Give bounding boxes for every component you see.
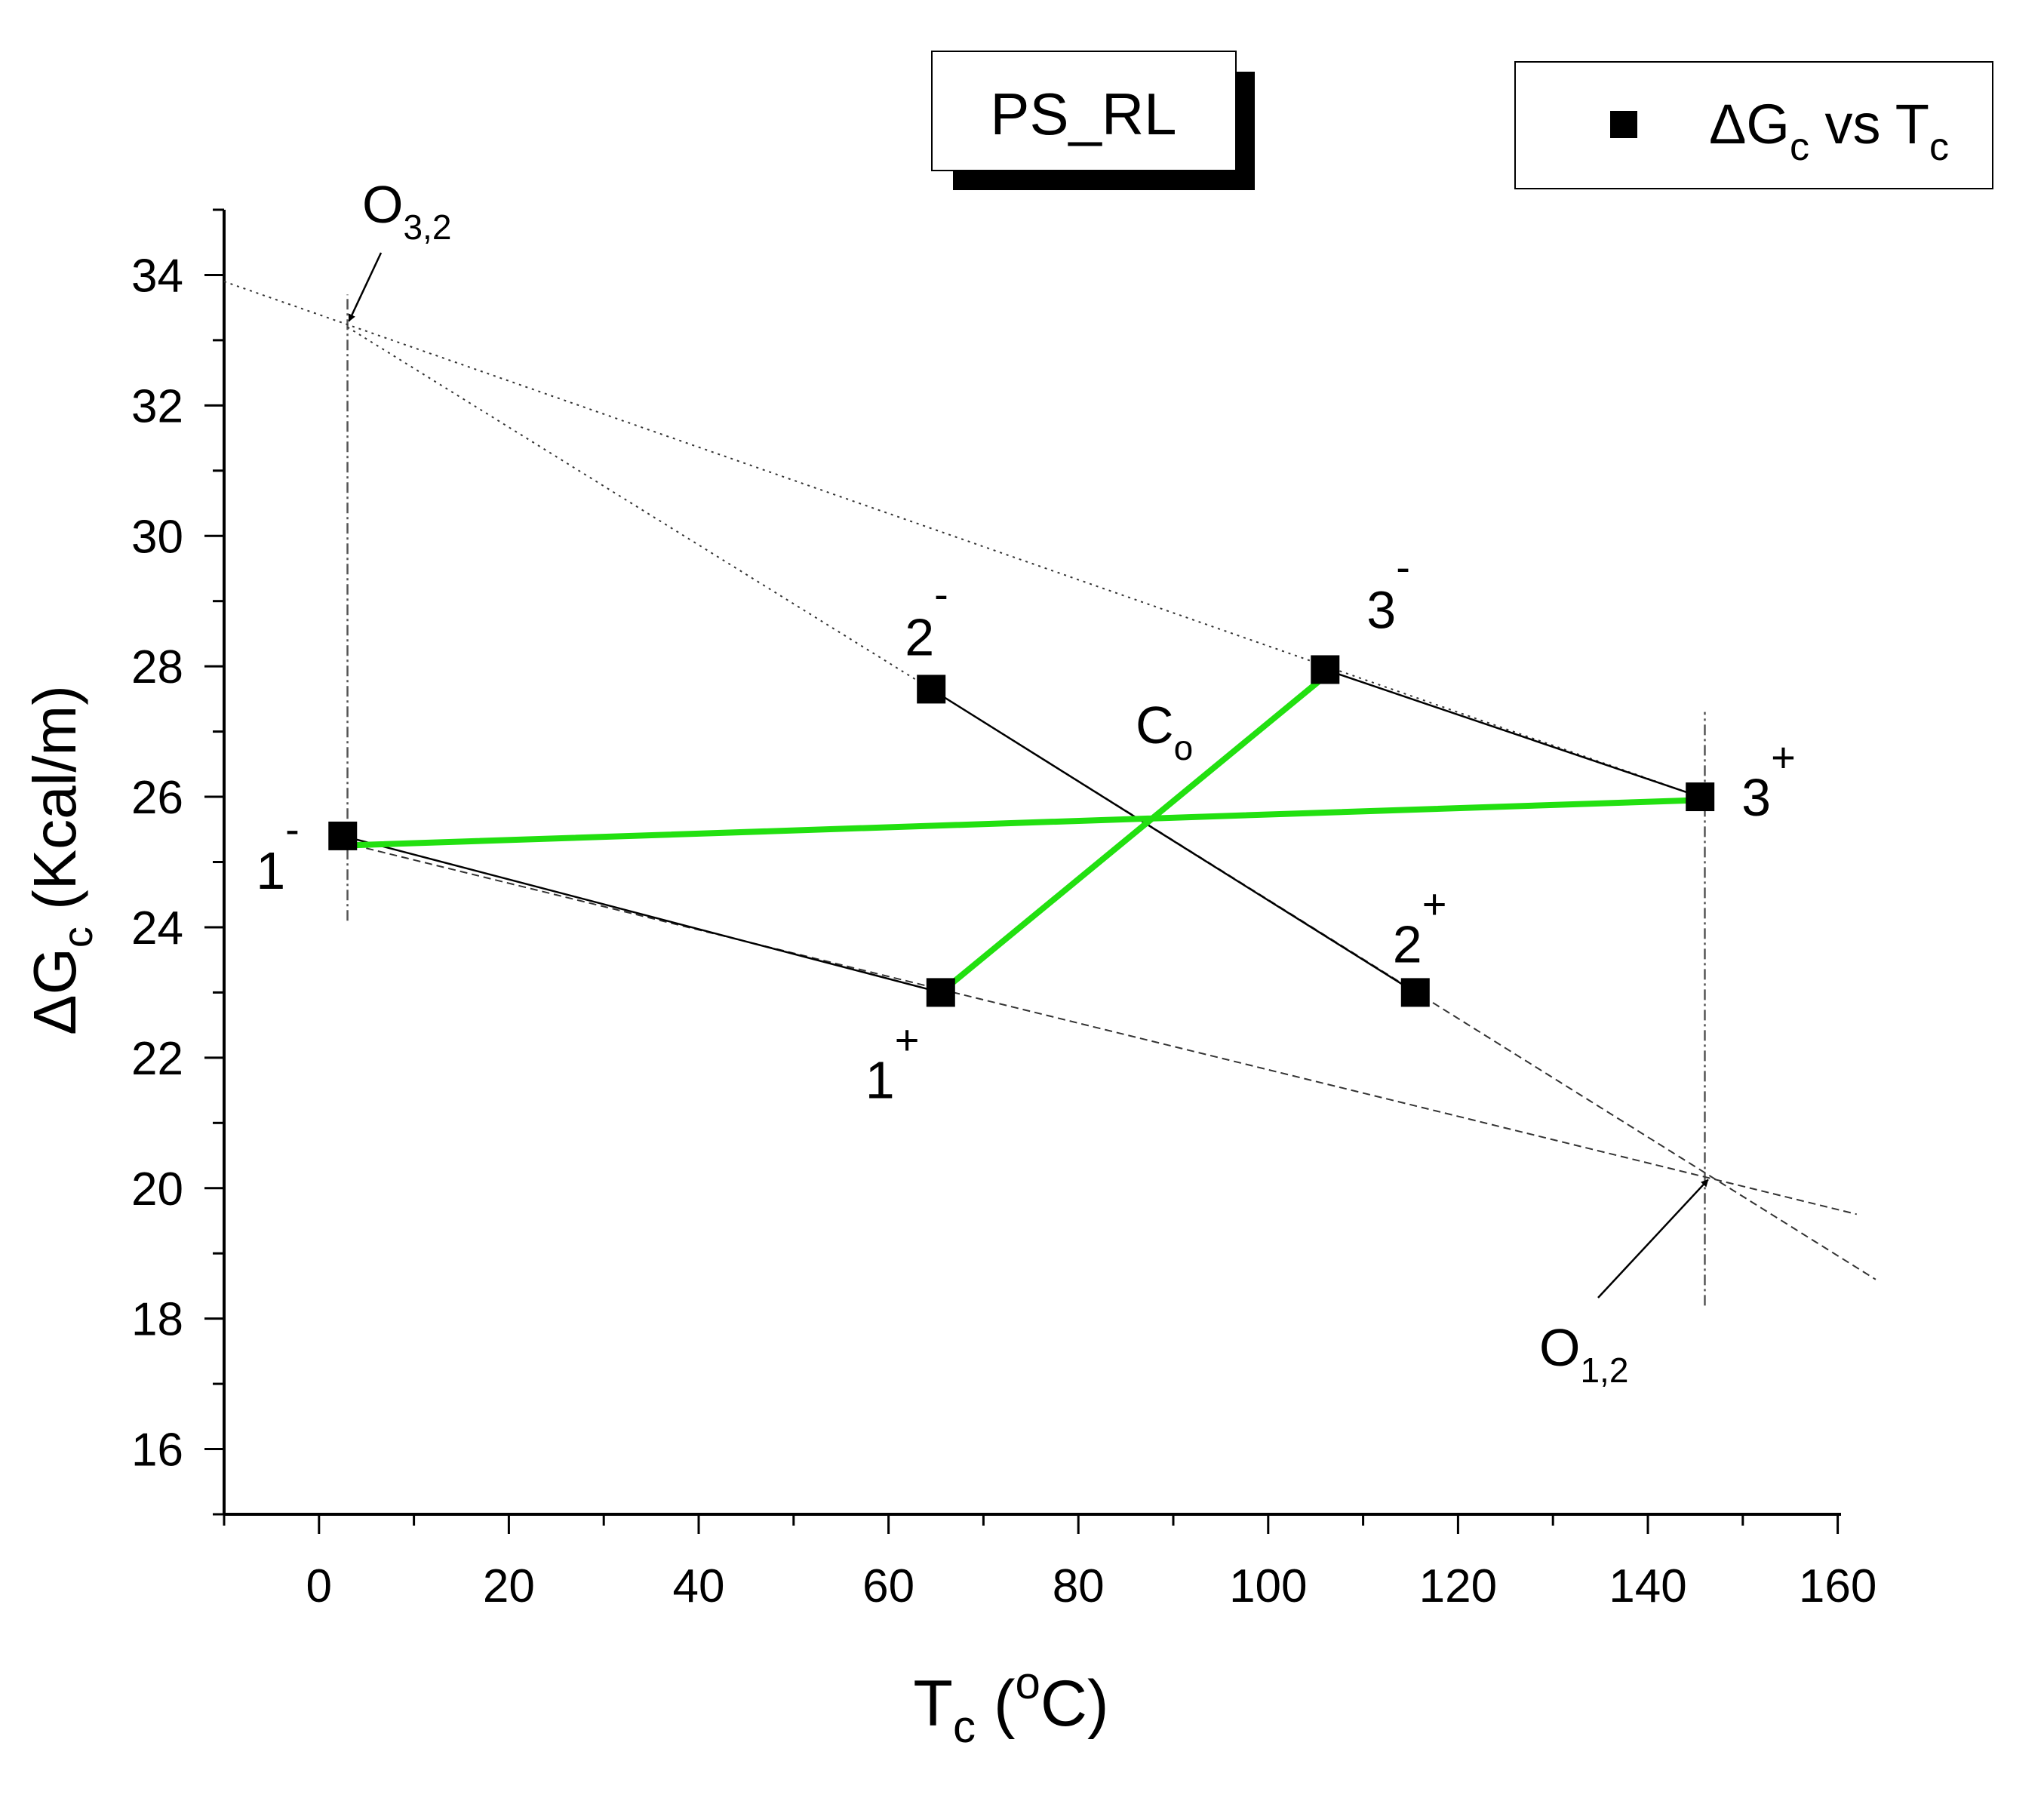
- legend-marker: [1610, 111, 1637, 138]
- y-tick-label: 30: [131, 511, 183, 563]
- solid-segment: [930, 688, 1416, 994]
- x-tick-label: 100: [1229, 1560, 1307, 1612]
- x-tick-label: 0: [306, 1560, 332, 1612]
- legend-label-main: ΔG: [1709, 93, 1790, 155]
- y-tick-label: 32: [131, 380, 183, 432]
- point-label-sign: +: [895, 1016, 920, 1063]
- x-tick-label: 20: [483, 1560, 535, 1612]
- legend-label-sub: c: [1790, 125, 1809, 169]
- legend-frame: [1514, 61, 1993, 189]
- annotation-sub: 3,2: [403, 207, 451, 247]
- green-line: [334, 797, 1704, 849]
- title-box-frame: [931, 51, 1237, 171]
- x-axis-label-sup: o: [1015, 1658, 1040, 1708]
- green-line: [937, 673, 1329, 996]
- legend-label-mid: vs T: [1809, 93, 1929, 155]
- point-label-p3p: 3+: [1741, 733, 1796, 827]
- point-label-number: 2: [905, 607, 934, 666]
- y-tick-label: 24: [131, 902, 183, 954]
- x-tick-label: 120: [1419, 1560, 1497, 1612]
- data-point-p1p: [926, 978, 955, 1007]
- point-labels: 1-1+2-2+3-3+: [256, 542, 1796, 1109]
- point-label-number: 3: [1741, 768, 1771, 827]
- point-label-sign: -: [934, 570, 948, 617]
- data-point-p2p: [1400, 978, 1430, 1007]
- x-axis-label-open: (: [976, 1667, 1016, 1740]
- y-axis-label-rest: (Kcal/m): [21, 685, 88, 927]
- solid-segment: [1324, 668, 1701, 798]
- chart-title: PS_RL: [990, 81, 1176, 147]
- point-label-number: 2: [1393, 914, 1422, 973]
- x-axis-label-close: C): [1040, 1667, 1109, 1740]
- annotations: O3,2O1,2Co: [348, 175, 1709, 1390]
- y-tick-label: 22: [131, 1033, 183, 1085]
- x-tick-label: 80: [1053, 1560, 1105, 1612]
- point-label-number: 3: [1366, 580, 1396, 639]
- point-label-number: 1: [256, 841, 285, 900]
- green-diagonal-lines: [334, 673, 1704, 996]
- point-label-p3m: 3-: [1366, 542, 1410, 639]
- point-label-sign: -: [285, 805, 300, 853]
- annotation-o12: O1,2: [1539, 1318, 1628, 1390]
- data-points: [328, 655, 1715, 1007]
- dashed-line: [343, 841, 1857, 1216]
- axes: [223, 210, 1841, 1516]
- legend: ΔGc vs Tc: [1514, 61, 1993, 189]
- y-ticks: 16 18 20 22 24 26 28 30 32 34: [131, 208, 224, 1516]
- annotation-main: C: [1136, 696, 1174, 755]
- legend-label: ΔGc vs Tc: [1709, 93, 1949, 169]
- data-point-p3p: [1686, 782, 1715, 812]
- y-tick-label: 28: [131, 641, 183, 693]
- point-label-sign: -: [1396, 542, 1410, 590]
- x-axis-label-sub: c: [953, 1701, 976, 1752]
- y-tick-label: 34: [131, 250, 183, 302]
- point-label-sign: +: [1771, 733, 1796, 781]
- y-axis-label-main: ΔG: [21, 948, 88, 1035]
- y-tick-label: 16: [131, 1425, 183, 1477]
- y-axis-label-sub: c: [54, 927, 101, 948]
- y-tick-label: 20: [131, 1163, 183, 1216]
- point-label-p1p: 1+: [865, 1016, 920, 1109]
- annotation-arrow-o32: [348, 252, 383, 322]
- x-tick-label: 140: [1609, 1560, 1686, 1612]
- annotation-main: O: [1539, 1318, 1580, 1377]
- data-point-p3m: [1311, 655, 1340, 684]
- solid-segment: [342, 834, 942, 994]
- point-label-p1m: 1-: [256, 805, 300, 900]
- annotation-co: Co: [1136, 696, 1193, 767]
- dotted-line: [347, 326, 932, 690]
- solid-connecting-lines: [342, 668, 1701, 994]
- x-tick-label: 160: [1799, 1560, 1876, 1612]
- x-axis-label: Tc (oC): [913, 1658, 1108, 1752]
- dotted-line: [223, 281, 1701, 798]
- x-tick-label: 60: [862, 1560, 914, 1612]
- annotation-sub: 1,2: [1580, 1351, 1628, 1390]
- data-point-p2m: [917, 675, 946, 704]
- annotation-o32: O3,2: [362, 175, 451, 247]
- x-ticks: 0 20 40 60 80 100 120 140 160: [223, 1514, 1876, 1612]
- annotation-arrow-o12: [1597, 1179, 1709, 1299]
- dotted-construction-lines: [223, 281, 1701, 798]
- annotation-main: O: [362, 175, 403, 234]
- y-tick-label: 18: [131, 1294, 183, 1346]
- y-tick-label: 26: [131, 772, 183, 824]
- point-label-number: 1: [865, 1050, 895, 1109]
- y-axis-label: ΔGc (Kcal/m): [21, 685, 101, 1035]
- vertical-reference-lines: [346, 294, 1706, 1306]
- data-point-p1m: [328, 821, 358, 850]
- legend-label-sub2: c: [1929, 125, 1949, 169]
- point-label-p2m: 2-: [905, 570, 948, 666]
- x-axis-label-main: T: [913, 1667, 953, 1740]
- annotation-sub: o: [1174, 728, 1194, 767]
- point-label-p2p: 2+: [1393, 880, 1447, 973]
- title-box: PS_RL: [931, 51, 1255, 190]
- point-label-sign: +: [1422, 880, 1447, 927]
- x-tick-label: 40: [673, 1560, 725, 1612]
